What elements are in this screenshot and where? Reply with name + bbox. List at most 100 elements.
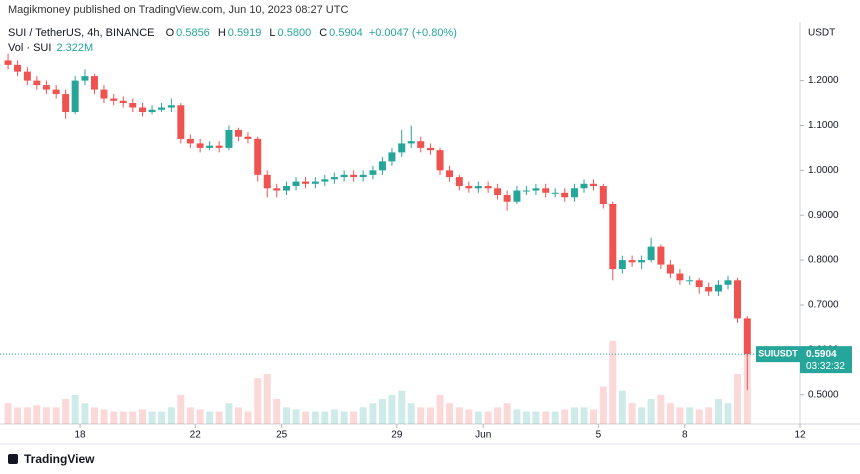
candle-body <box>292 181 300 187</box>
volume-bar <box>139 409 147 424</box>
candle-body <box>244 136 252 139</box>
volume-bar <box>676 407 684 424</box>
candle-body <box>71 80 79 113</box>
candle-body <box>465 186 473 189</box>
volume-bar <box>455 407 463 424</box>
volume-bar <box>599 386 607 424</box>
candle-body <box>494 188 502 196</box>
volume-bars <box>4 340 751 424</box>
price-tag-text: 0.5904 <box>806 349 837 360</box>
footer-logo: TradingView <box>8 452 95 466</box>
candle-body <box>215 145 223 148</box>
volume-bar <box>215 411 223 424</box>
volume-bar <box>359 407 367 424</box>
volume-bar <box>340 411 348 424</box>
volume-bar <box>321 411 329 424</box>
footer-text: TradingView <box>24 452 95 466</box>
volume-bar <box>110 411 118 424</box>
candle-body <box>321 179 329 182</box>
candle-body <box>129 103 137 108</box>
candle-body <box>542 188 550 193</box>
volume-bar <box>580 407 588 424</box>
candle-body <box>110 98 118 101</box>
candle-body <box>503 195 511 202</box>
volume-bar <box>494 407 502 424</box>
candle-body <box>628 260 636 263</box>
volume-bar <box>90 407 98 424</box>
volume-bar <box>407 403 415 424</box>
volume-bar <box>4 403 12 424</box>
publisher: Magikmoney published on TradingView.com,… <box>8 4 349 16</box>
volume-bar <box>724 403 732 424</box>
volume-bar <box>177 394 185 424</box>
candle-body <box>302 181 310 184</box>
volume-bar <box>273 399 281 424</box>
volume-bar <box>618 390 626 424</box>
x-tick-label: 29 <box>391 430 403 441</box>
volume-bar <box>561 409 569 424</box>
volume-bar <box>369 403 377 424</box>
volume-bar <box>734 374 742 424</box>
candle-body <box>522 190 530 192</box>
candle-body <box>254 138 262 175</box>
candle-body <box>427 147 435 151</box>
volume-bar <box>417 407 425 424</box>
volume-bar <box>62 399 70 424</box>
candle-body <box>484 186 492 189</box>
candle-body <box>263 174 271 189</box>
volume-bar <box>186 407 194 424</box>
volume-title: Vol · SUI <box>8 42 52 54</box>
candle-body <box>551 192 559 194</box>
candle-body <box>657 246 665 265</box>
candle-body <box>52 89 60 95</box>
candle-body <box>561 192 569 198</box>
volume-bar <box>167 407 175 424</box>
volume-bar <box>311 411 319 424</box>
volume-bar <box>398 390 406 424</box>
y-tick-label: 0.7000 <box>808 300 839 311</box>
volume-bar <box>590 409 598 424</box>
symbol-title: SUI / TetherUS, 4h, BINANCE <box>8 27 155 39</box>
candle-body <box>148 109 156 113</box>
candle-body <box>388 152 396 162</box>
volume-bar <box>254 378 262 424</box>
volume-bar <box>532 411 540 424</box>
volume-bar <box>503 403 511 424</box>
volume-bar <box>33 405 41 424</box>
volume-bar <box>292 409 300 424</box>
volume-bar <box>657 394 665 424</box>
candle-body <box>81 76 89 81</box>
y-tick-label: 0.9000 <box>808 210 839 221</box>
volume-bar <box>148 411 156 424</box>
legend-key: C <box>319 27 328 39</box>
candle-body <box>580 183 588 189</box>
candle-body <box>513 190 521 202</box>
volume-bar <box>705 407 713 424</box>
candle-body <box>436 150 444 171</box>
candle-body <box>599 186 607 204</box>
y-unit: USDT <box>808 28 835 39</box>
legend-value: 0.5919 <box>227 27 262 39</box>
ohlc-legend: SUI / TetherUS, 4h, BINANCE O 0.5856 H 0.59… <box>8 27 459 39</box>
legend-change: +0.0047 (+0.80%) <box>368 27 457 39</box>
volume-bar <box>446 403 454 424</box>
candle-body <box>234 129 242 137</box>
candle-body <box>14 64 22 72</box>
candle-body <box>378 161 386 171</box>
volume-bar <box>522 411 530 424</box>
y-tick-label: 1.2000 <box>808 75 839 86</box>
x-tick-label: Jun <box>475 430 491 441</box>
symbol-tag <box>756 346 800 363</box>
candle-body <box>196 143 204 148</box>
volume-bar <box>551 411 559 424</box>
y-tick-label: 0.5000 <box>808 389 839 400</box>
candle-body <box>647 246 655 261</box>
candle-body <box>724 280 732 285</box>
candle-body <box>734 280 742 319</box>
candle-body <box>571 188 579 198</box>
candle-body <box>4 60 12 65</box>
candle-body <box>167 105 175 108</box>
candle-body <box>369 170 377 175</box>
candle-body <box>609 203 617 270</box>
